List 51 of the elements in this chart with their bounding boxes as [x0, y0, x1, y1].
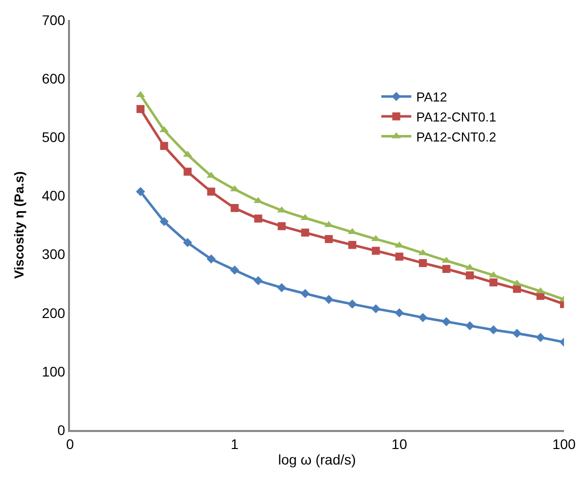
point	[254, 276, 263, 286]
point	[300, 288, 310, 298]
point	[183, 238, 192, 248]
point	[160, 216, 169, 226]
legend-label: PA12-CNT0.1	[416, 109, 496, 124]
y-tick-label: 100	[42, 363, 66, 380]
point	[207, 188, 216, 196]
point	[512, 328, 522, 338]
point	[466, 271, 474, 280]
point	[324, 235, 333, 244]
point	[206, 254, 216, 264]
point	[372, 246, 380, 255]
point	[136, 105, 144, 114]
point	[418, 259, 427, 268]
x-tick-label: 100	[552, 436, 576, 452]
point	[442, 317, 451, 326]
point	[418, 312, 428, 322]
y-tick-label: 700	[42, 12, 66, 28]
point	[536, 332, 546, 342]
point	[230, 204, 239, 212]
point	[324, 294, 334, 304]
y-tick-label: 0	[57, 422, 66, 438]
point	[442, 264, 450, 273]
point	[278, 222, 286, 230]
point	[394, 308, 404, 318]
point	[465, 321, 474, 330]
point	[348, 300, 357, 309]
point	[160, 142, 168, 150]
point	[136, 187, 146, 196]
point	[512, 284, 521, 293]
point	[395, 252, 404, 261]
x-tick-label: 10	[392, 436, 408, 452]
x-axis-title: log ω (rad/s)	[278, 452, 356, 468]
point	[277, 283, 286, 292]
y-axis-title: Viscosity η (Pa.s)	[11, 171, 26, 279]
point	[254, 214, 262, 223]
x-tick-label: 1	[230, 436, 239, 452]
point	[301, 228, 310, 237]
point	[230, 266, 240, 275]
y-tick-label: 500	[42, 129, 66, 146]
y-tick-label: 400	[42, 188, 66, 204]
y-tick-label: 600	[42, 70, 66, 86]
point	[184, 168, 192, 176]
legend-label: PA12-CNT0.2	[416, 129, 496, 144]
y-tick-label: 300	[42, 246, 66, 262]
point	[488, 325, 498, 334]
y-tick-label: 200	[42, 304, 66, 321]
point	[348, 240, 356, 249]
legend-label: PA12	[416, 90, 448, 105]
point	[489, 278, 498, 286]
point	[371, 304, 380, 314]
